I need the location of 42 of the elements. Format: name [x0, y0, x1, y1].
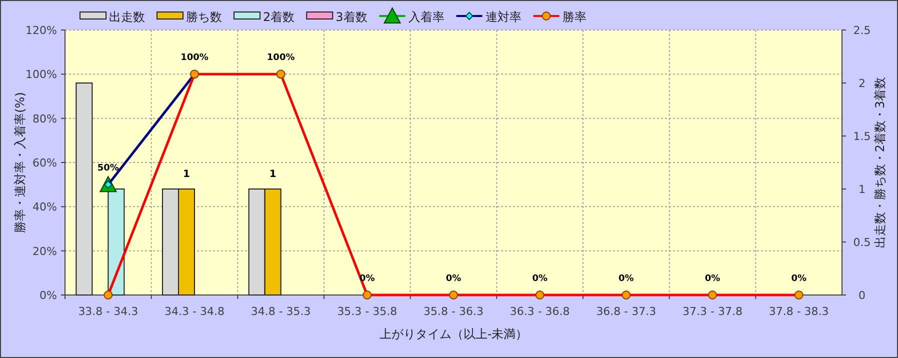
- data-label: 100%: [180, 53, 208, 64]
- legend-label: 勝ち数: [186, 10, 222, 24]
- x-tick-label: 33.8 - 34.3: [78, 305, 138, 318]
- data-label: 0%: [618, 274, 634, 284]
- legend-label: 出走数: [109, 10, 145, 24]
- x-tick-label: 34.3 - 34.8: [164, 305, 224, 318]
- legend-label: 2着数: [263, 10, 295, 24]
- y2-tick-label: 2: [858, 77, 866, 90]
- y2-tick-label: 0: [858, 289, 866, 302]
- y-tick-label: 20%: [32, 244, 57, 258]
- y-tick-label: 0%: [40, 289, 57, 302]
- data-label: 0%: [446, 274, 462, 284]
- y2-tick-label: 2.5: [853, 24, 871, 37]
- x-tick-label: 36.8 - 37.3: [596, 305, 656, 318]
- y-tick-label: 80%: [32, 112, 57, 126]
- y-tick-label: 120%: [26, 24, 57, 37]
- legend-label: 勝率: [562, 10, 586, 24]
- legend-label: 連対率: [485, 10, 522, 24]
- y2-tick-label: 1: [858, 183, 866, 196]
- x-tick-label: 35.3 - 35.8: [337, 305, 398, 318]
- x-tick-label: 37.3 - 37.8: [682, 305, 742, 318]
- data-label: 1: [183, 169, 190, 180]
- data-label: 100%: [266, 53, 295, 64]
- data-label: 0%: [704, 274, 720, 284]
- y2-tick-label: 0.5: [853, 236, 871, 249]
- x-tick-label: 34.8 - 35.3: [250, 305, 311, 318]
- y2-axis-title: 出走数・勝ち数・2着数・3着数: [873, 76, 887, 248]
- y2-tick-label: 1.5: [853, 130, 871, 143]
- x-tick-label: 36.3 - 36.8: [510, 305, 570, 318]
- y-tick-label: 100%: [26, 68, 57, 82]
- y-tick-label: 40%: [32, 200, 57, 214]
- x-tick-label: 37.8 - 38.3: [768, 305, 829, 318]
- x-axis-title: 上がりタイム（以上-未満）: [379, 327, 528, 341]
- legend-label: 3着数: [336, 10, 368, 24]
- legend-label: 入着率: [408, 10, 444, 24]
- y-tick-label: 60%: [32, 156, 57, 170]
- data-label: 1: [269, 169, 276, 180]
- x-tick-label: 35.8 - 36.3: [424, 305, 484, 318]
- data-label: 0%: [532, 274, 548, 284]
- y-axis-title: 勝率・連対率・入着率(%): [13, 92, 27, 233]
- data-label: 0%: [791, 274, 806, 284]
- annotation: 50%: [97, 164, 119, 174]
